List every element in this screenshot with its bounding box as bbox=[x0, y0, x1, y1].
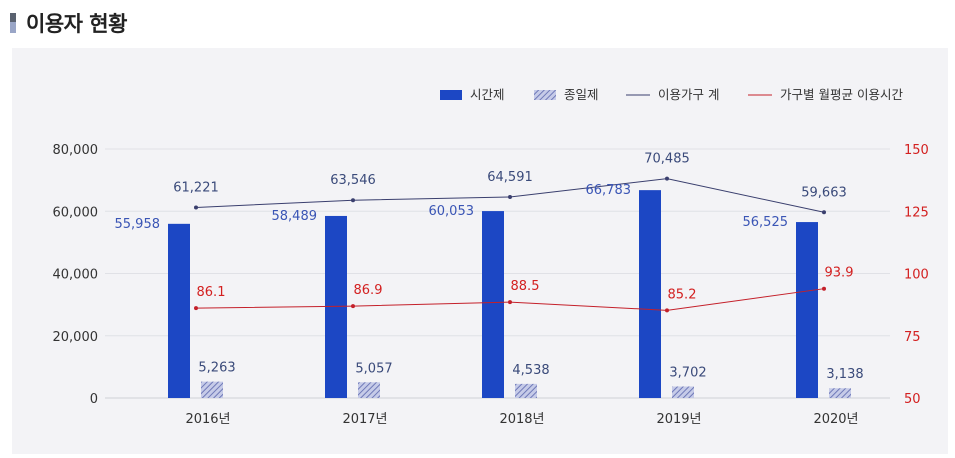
bar-fullday-label: 3,138 bbox=[826, 367, 863, 382]
bar-fullday bbox=[201, 381, 223, 398]
bar-fullday bbox=[358, 382, 380, 398]
legend-swatch-fullday bbox=[534, 90, 556, 100]
bar-parttime bbox=[168, 223, 190, 398]
y-right-tick-label: 125 bbox=[904, 205, 929, 220]
data-labels: 55,958 5,263 58,489 5,057 60,053 4,538 66,783 3… bbox=[115, 152, 864, 383]
line-total-point bbox=[508, 194, 512, 199]
line-total-point bbox=[351, 198, 355, 203]
bar-parttime-label: 55,958 bbox=[115, 217, 161, 232]
y-left-tick-label: 20,000 bbox=[53, 330, 99, 345]
line-avg-point bbox=[194, 306, 198, 311]
line-total-point bbox=[822, 210, 826, 215]
bar-parttime bbox=[796, 222, 818, 398]
y-left-tick-label: 40,000 bbox=[53, 268, 99, 283]
bar-parttime-label: 56,525 bbox=[743, 215, 789, 230]
line-avg-point bbox=[822, 286, 826, 291]
bar-parttime-label: 60,053 bbox=[429, 204, 475, 219]
x-tick-label: 2018년 bbox=[499, 412, 544, 427]
bar-parttime bbox=[325, 215, 347, 398]
bar-parttime bbox=[482, 211, 504, 398]
line-avg-label: 93.9 bbox=[825, 266, 854, 281]
bar-fullday bbox=[829, 388, 851, 398]
legend-label-total: 이용가구 계 bbox=[658, 87, 719, 102]
line-total-label: 59,663 bbox=[801, 185, 847, 200]
line-avg-point bbox=[508, 300, 512, 305]
y-left-tick-label: 80,000 bbox=[53, 143, 99, 158]
line-avg-label: 88.5 bbox=[511, 279, 540, 294]
title-marker bbox=[10, 13, 16, 33]
line-total-point bbox=[194, 205, 198, 210]
bar-fullday-label: 4,538 bbox=[512, 363, 549, 378]
bar-fullday bbox=[672, 386, 694, 398]
y-right-tick-label: 150 bbox=[904, 143, 929, 158]
bar-parttime-label: 58,489 bbox=[272, 209, 318, 224]
legend: 시간제 종일제 이용가구 계 가구별 월평균 이용시간 bbox=[440, 87, 903, 102]
line-avg-label: 85.2 bbox=[668, 287, 697, 302]
y-right-tick-label: 100 bbox=[904, 268, 929, 283]
x-tick-label: 2019년 bbox=[656, 412, 701, 427]
line-total-label: 64,591 bbox=[487, 170, 533, 185]
legend-label-avg: 가구별 월평균 이용시간 bbox=[780, 87, 903, 102]
bars bbox=[168, 190, 851, 398]
line-total-label: 63,546 bbox=[330, 173, 376, 188]
y-right-tick-label: 50 bbox=[904, 392, 921, 407]
bar-parttime bbox=[639, 190, 661, 398]
bar-fullday-label: 3,702 bbox=[669, 365, 706, 380]
y-left-tick-label: 60,000 bbox=[53, 205, 99, 220]
y-left-tick-label: 0 bbox=[90, 392, 98, 407]
legend-swatch-parttime bbox=[440, 90, 462, 100]
bar-fullday-label: 5,057 bbox=[355, 361, 392, 376]
legend-label-parttime: 시간제 bbox=[470, 87, 505, 102]
x-tick-label: 2017년 bbox=[342, 412, 387, 427]
line-total-label: 61,221 bbox=[173, 180, 219, 195]
bar-fullday-label: 5,263 bbox=[198, 361, 235, 376]
axes: 0 20,000 40,000 60,000 80,000 50 75 100 125 150 20… bbox=[53, 143, 929, 427]
line-total-point bbox=[665, 176, 669, 181]
line-avg-label: 86.1 bbox=[197, 285, 226, 300]
line-avg-point bbox=[665, 308, 669, 313]
y-right-tick-label: 75 bbox=[904, 330, 921, 345]
line-total-label: 70,485 bbox=[644, 152, 690, 167]
legend-label-fullday: 종일제 bbox=[564, 87, 599, 102]
line-avg-point bbox=[351, 304, 355, 309]
page-title: 이용자 현황 bbox=[26, 12, 127, 36]
bar-parttime-label: 66,783 bbox=[586, 183, 632, 198]
x-tick-label: 2016년 bbox=[185, 412, 230, 427]
x-tick-label: 2020년 bbox=[813, 412, 858, 427]
lines bbox=[194, 176, 826, 313]
line-avg-label: 86.9 bbox=[354, 283, 383, 298]
page-header: 이용자 현황 bbox=[10, 8, 127, 38]
bar-fullday bbox=[515, 383, 537, 398]
